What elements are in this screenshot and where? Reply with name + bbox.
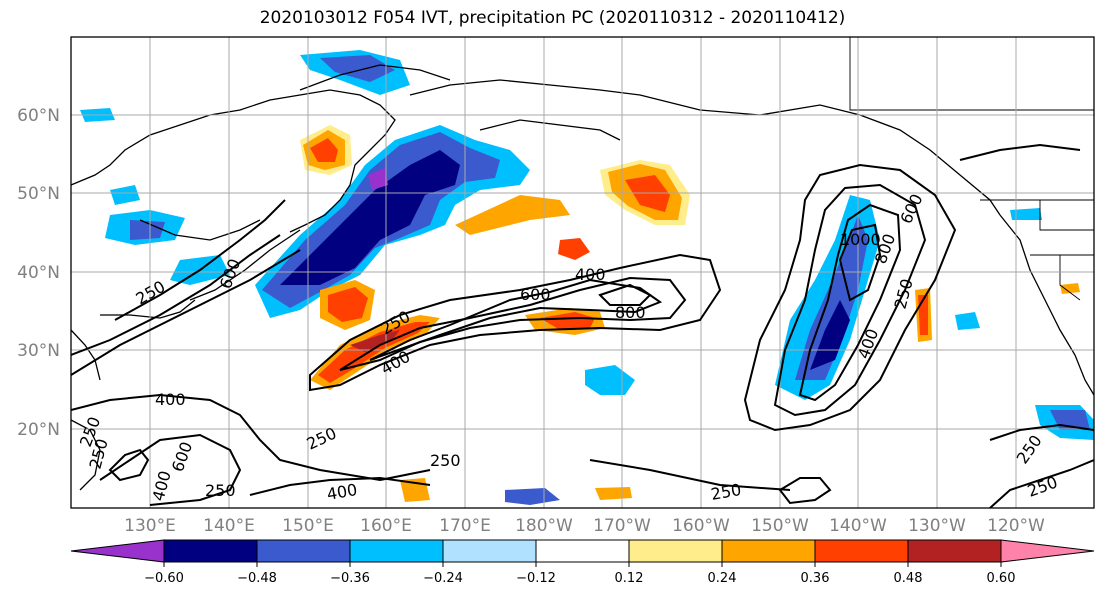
lat-tick-label: 60°N — [17, 106, 60, 126]
lon-tick-label: 130°E — [124, 516, 176, 536]
contour-label: 250 — [430, 451, 461, 470]
lon-tick-label: 160°W — [672, 516, 730, 536]
colorbar-swatch — [535, 539, 630, 563]
colorbar-tick-label: −0.24 — [423, 571, 463, 586]
lat-tick-label: 30°N — [17, 341, 60, 361]
colorbar-tick-label: −0.12 — [516, 571, 556, 586]
colorbar-tick-label: 0.48 — [894, 571, 923, 586]
contour-label: 800 — [615, 303, 646, 322]
colorbar: −0.60 −0.48 −0.36 −0.24 −0.12 0.12 0.24 0.36 0.4… — [70, 539, 1095, 586]
colorbar-tick-label: 0.12 — [615, 571, 644, 586]
lon-tick-label: 150°W — [751, 516, 809, 536]
colorbar-tick-label: −0.48 — [237, 571, 277, 586]
political-borders — [849, 37, 1094, 301]
colorbar-tick-label: 0.24 — [708, 571, 737, 586]
map-border — [70, 36, 1095, 509]
contour-label: 600 — [520, 285, 551, 304]
colorbar-swatch — [814, 539, 909, 563]
lat-tick-label: 40°N — [17, 263, 60, 283]
colorbar-swatch — [256, 539, 351, 563]
lon-tick-label: 180°W — [515, 516, 573, 536]
lon-tick-label: 120°W — [987, 516, 1045, 536]
ivt-contours — [71, 143, 1094, 508]
lon-tick-label: 170°E — [439, 516, 491, 536]
lon-tick-label: 140°W — [829, 516, 887, 536]
colorbar-tick-label: 0.36 — [801, 571, 830, 586]
contour-label: 400 — [575, 265, 606, 284]
colorbar-swatch — [349, 539, 444, 563]
colorbar-swatch — [442, 539, 537, 563]
colorbar-swatch — [628, 539, 723, 563]
lon-tick-label: 150°E — [282, 516, 334, 536]
lon-tick-label: 140°E — [203, 516, 255, 536]
colorbar-tick-label: −0.60 — [144, 571, 184, 586]
colorbar-swatch — [721, 539, 816, 563]
contour-label: 400 — [155, 390, 186, 409]
colorbar-swatch — [907, 539, 1002, 563]
map-title: 2020103012 F054 IVT, precipitation PC (2… — [259, 8, 846, 28]
lat-tick-label: 20°N — [17, 420, 60, 440]
precipitation-shading — [80, 50, 1094, 505]
contour-label: 250 — [205, 481, 236, 500]
lat-tick-label: 50°N — [17, 184, 60, 204]
lon-tick-label: 170°W — [593, 516, 651, 536]
colorbar-swatch — [70, 539, 165, 563]
gridlines — [71, 37, 1094, 508]
colorbar-tick-label: −0.36 — [330, 571, 370, 586]
latitude-axis: 60°N 50°N 40°N 30°N 20°N — [17, 106, 60, 440]
colorbar-swatch — [163, 539, 258, 563]
colorbar-tick-label: 0.60 — [987, 571, 1016, 586]
lon-tick-label: 160°E — [360, 516, 412, 536]
colorbar-swatch — [1000, 539, 1095, 563]
longitude-axis: 130°E 140°E 150°E 160°E 170°E 180°W 170°… — [124, 516, 1045, 536]
contour-label: 1000 — [840, 230, 881, 249]
lon-tick-label: 130°W — [908, 516, 966, 536]
